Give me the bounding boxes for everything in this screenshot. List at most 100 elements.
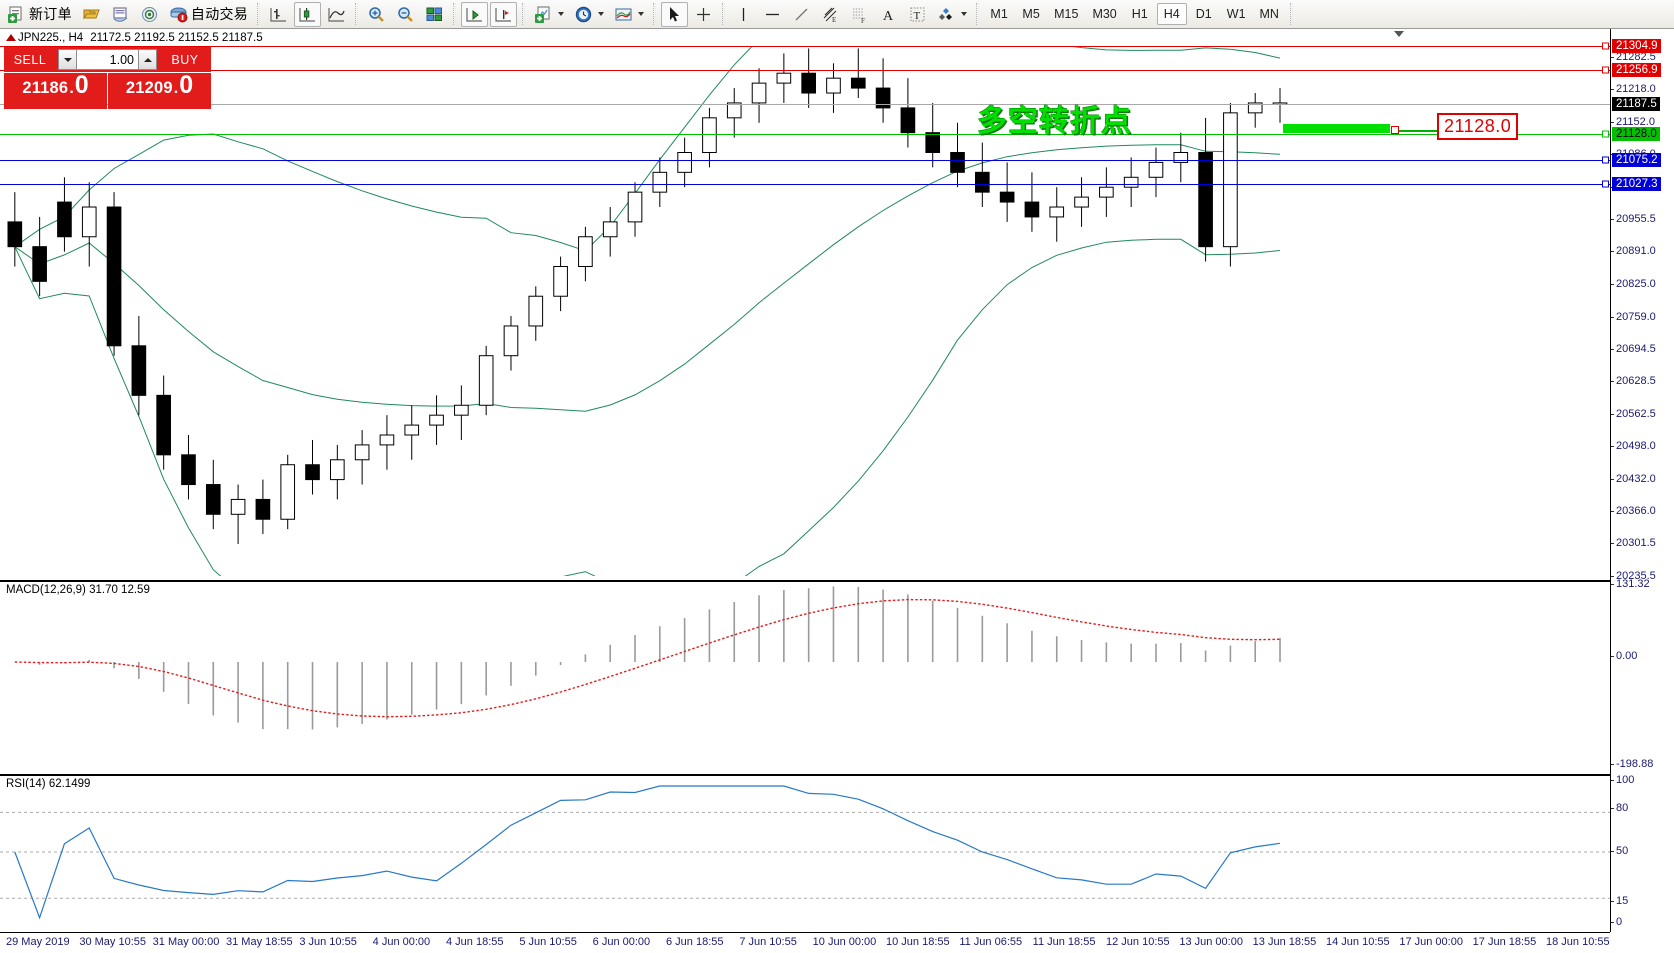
candlestick-chart-button[interactable] <box>294 1 322 27</box>
indicators-icon <box>614 5 633 24</box>
chart-shift-button[interactable] <box>490 1 518 27</box>
main-toolbar: 新订单 <box>0 0 1674 29</box>
zoom-out-button[interactable] <box>392 2 419 27</box>
buy-button[interactable]: BUY <box>159 47 211 72</box>
chevron-down-icon[interactable] <box>961 12 968 16</box>
price-scale-tick: 21304.9 <box>1612 39 1661 53</box>
text-label-button[interactable]: A <box>875 2 902 27</box>
terminal-button[interactable] <box>107 2 134 27</box>
callout-handle[interactable] <box>1391 126 1399 134</box>
price-chart-pane[interactable] <box>0 46 1610 576</box>
folder-button[interactable] <box>78 2 105 27</box>
rsi-pane[interactable]: RSI(14) 62.1499 <box>0 774 1610 932</box>
price-level-line[interactable] <box>0 133 1610 135</box>
timeframe-mn[interactable]: MN <box>1259 7 1279 21</box>
auto-trading-button[interactable]: 自动交易 <box>165 2 252 27</box>
price-scale-tick: 20891.0 <box>1611 245 1656 257</box>
timeframe-m30[interactable]: M30 <box>1092 7 1117 21</box>
timeframe-d1[interactable]: D1 <box>1195 7 1212 21</box>
timeframe-w1[interactable]: W1 <box>1226 7 1246 21</box>
text-box-button[interactable]: T <box>904 2 931 27</box>
time-axis-tick: 3 Jun 10:55 <box>299 936 357 948</box>
time-axis-tick: 17 Jun 18:55 <box>1472 936 1537 948</box>
timeframe-m15[interactable]: M15 <box>1054 7 1079 21</box>
sell-price-display[interactable]: 21186 . 0 <box>4 73 107 109</box>
timeframe-m5[interactable]: M5 <box>1022 7 1040 21</box>
price-callout-label[interactable]: 21128.0 <box>1437 113 1519 140</box>
price-scale-tick: 20235.5 <box>1611 570 1656 582</box>
price-scale-tick: 21152.0 <box>1611 116 1655 128</box>
chart-title-bar: JPN225., H4 21172.5 21192.5 21152.5 2118… <box>0 29 1674 46</box>
volume-increment-button[interactable] <box>138 49 157 70</box>
price-level-handle[interactable] <box>1602 66 1609 74</box>
tile-windows-button[interactable] <box>421 2 448 27</box>
equidistant-channel-button[interactable]: E <box>817 2 844 27</box>
price-scale-tick: 20825.0 <box>1611 278 1656 290</box>
timeframe-h4[interactable]: H4 <box>1156 3 1187 25</box>
one-click-trading-panel[interactable]: SELL 1.00 BUY 21186 . 0 21209 . 0 <box>4 47 211 109</box>
indicators-button[interactable] <box>610 2 648 27</box>
auto-scroll-icon <box>465 5 484 24</box>
collapse-arrow-icon[interactable] <box>1394 31 1404 37</box>
chevron-down-icon[interactable] <box>638 12 645 16</box>
new-order-label: 新订单 <box>29 6 72 22</box>
trendline-icon <box>792 5 811 24</box>
horizontal-line-icon <box>763 5 782 24</box>
price-scale-tick: 21282.5 <box>1611 51 1656 63</box>
navigator-button[interactable] <box>136 2 163 27</box>
auto-scroll-button[interactable] <box>461 1 489 27</box>
price-scale-tick: 20366.0 <box>1611 505 1656 517</box>
toolbar-separator <box>1289 3 1293 25</box>
price-level-line[interactable] <box>0 183 1610 185</box>
price-level-handle[interactable] <box>1602 42 1609 50</box>
buy-price-display[interactable]: 21209 . 0 <box>108 73 211 109</box>
price-level-handle[interactable] <box>1602 156 1609 164</box>
price-level-handle[interactable] <box>1602 130 1609 138</box>
price-level-line[interactable] <box>0 159 1610 161</box>
price-level-handle[interactable] <box>1602 180 1609 188</box>
price-level-line[interactable] <box>0 46 1610 47</box>
toolbar-separator <box>257 3 261 25</box>
vertical-line-icon <box>734 5 753 24</box>
price-scale[interactable]: 21304.9 21282.5 21256.9 21218.0 21187.5 21152… <box>1610 29 1674 932</box>
chevron-down-icon[interactable] <box>558 12 565 16</box>
sell-button[interactable]: SELL <box>4 47 56 72</box>
turning-point-annotation[interactable]: 多空转折点 <box>977 104 1132 139</box>
highlight-zone[interactable] <box>1283 124 1390 133</box>
callout-leader-line <box>1397 130 1439 132</box>
candlestick-chart-icon <box>298 5 317 24</box>
line-chart-button[interactable] <box>323 2 350 27</box>
new-order-button[interactable]: 新订单 <box>3 2 76 27</box>
chevron-down-icon[interactable] <box>598 12 605 16</box>
volume-input[interactable]: 1.00 <box>77 49 138 70</box>
crosshair-button[interactable] <box>690 2 717 27</box>
fibonacci-button[interactable]: F <box>846 2 873 27</box>
rsi-scale-tick: 80 <box>1611 802 1628 814</box>
cursor-button[interactable] <box>661 1 689 27</box>
price-scale-tick: 21256.9 <box>1612 62 1661 77</box>
trendline-button[interactable] <box>788 2 815 27</box>
new-chart-button[interactable] <box>530 2 568 27</box>
vertical-line-button[interactable] <box>730 2 757 27</box>
bar-chart-button[interactable] <box>265 2 292 27</box>
chart-shift-icon <box>494 5 513 24</box>
price-level-line[interactable] <box>0 69 1610 71</box>
volume-dropdown-button[interactable] <box>58 49 77 70</box>
time-axis-tick: 4 Jun 00:00 <box>372 936 431 948</box>
folder-icon <box>82 5 101 24</box>
macd-pane[interactable]: MACD(12,26,9) 31.70 12.59 <box>0 580 1610 772</box>
sell-price-integer: 21186 <box>22 79 69 97</box>
price-level-line[interactable] <box>0 104 1610 106</box>
objects-button[interactable] <box>933 2 971 27</box>
toolbar-separator <box>653 3 657 25</box>
price-scale-tick: 20301.5 <box>1611 537 1656 549</box>
chart-ohlc-label: 21172.5 21192.5 21152.5 21187.5 <box>90 31 263 44</box>
zoom-in-button[interactable] <box>363 2 390 27</box>
timeframe-m1[interactable]: M1 <box>990 7 1008 21</box>
period-button[interactable] <box>570 2 608 27</box>
timeframe-h1[interactable]: H1 <box>1131 7 1148 21</box>
horizontal-line-button[interactable] <box>759 2 786 27</box>
toolbar-separator <box>453 3 457 25</box>
volume-control[interactable]: 1.00 <box>56 47 159 72</box>
price-scale-tick: 20498.0 <box>1611 440 1656 452</box>
